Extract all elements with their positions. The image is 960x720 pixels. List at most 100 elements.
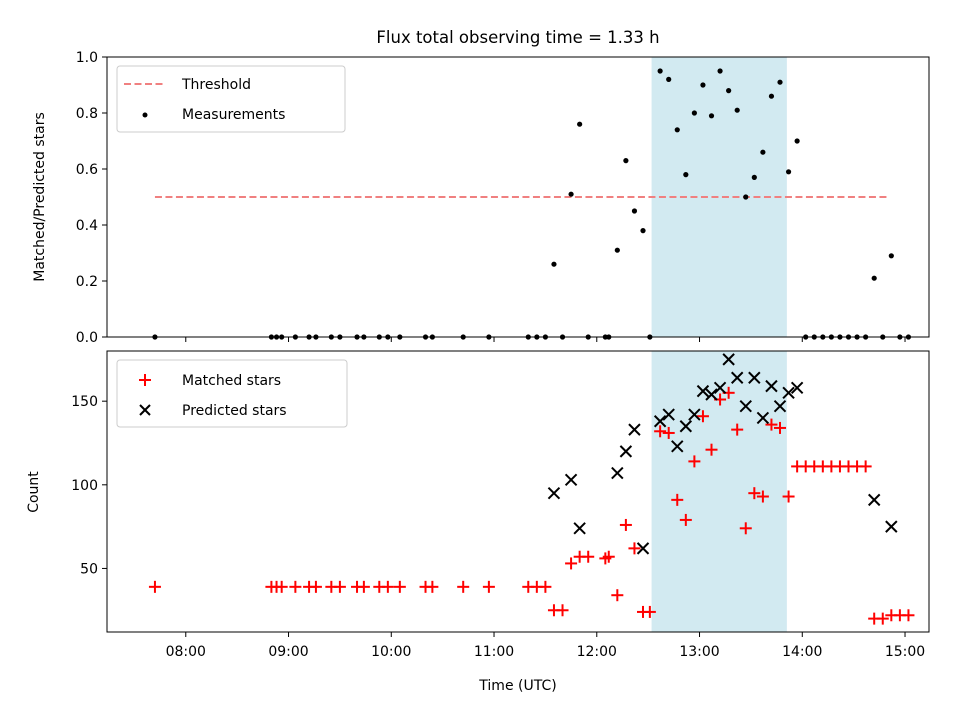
- matched-star-point: [705, 443, 718, 456]
- matched-star-point: [333, 580, 346, 593]
- matched-star-point: [556, 604, 569, 617]
- matched-star-point: [582, 550, 595, 563]
- measurement-point: [577, 121, 583, 127]
- matched-star-point: [393, 580, 406, 593]
- measurement-point: [551, 261, 557, 267]
- matched-star-point: [457, 580, 470, 593]
- measurement-point: [726, 88, 732, 94]
- predicted-star-point: [636, 542, 650, 555]
- measurement-point: [623, 158, 629, 164]
- matched-star-point: [357, 580, 370, 593]
- measurement-point: [683, 172, 689, 178]
- top-y-axis-ticks: 0.0 0.2 0.4 0.6 0.8 1.0: [76, 50, 107, 346]
- matched-star-point: [876, 612, 889, 625]
- predicted-star-point: [688, 408, 701, 421]
- legend-predicted-swatch: [139, 404, 151, 416]
- predicted-star-point: [662, 408, 675, 421]
- legend-threshold-label: Threshold: [181, 77, 251, 93]
- measurement-point: [674, 127, 680, 133]
- predicted-star-point: [782, 386, 795, 400]
- measurement-point: [871, 275, 877, 281]
- matched-star-point: [748, 487, 761, 500]
- predicted-star-point: [696, 384, 710, 398]
- predicted-star-point: [765, 379, 778, 393]
- top-plot-frame: [106, 56, 930, 338]
- bottom-plot-frame: [106, 350, 930, 633]
- matched-star-point: [782, 490, 795, 503]
- matched-star-point: [565, 557, 578, 570]
- measurement-point: [734, 107, 740, 113]
- measurement-point: [768, 93, 775, 99]
- bottom-x-axis-ticks: 08:00 09:00 10:00 11:00 12:00 13:00 14:00 15:00: [166, 632, 925, 660]
- measurement-point: [708, 113, 715, 119]
- measurement-point: [657, 68, 663, 74]
- y-tick-label: 0.2: [76, 274, 98, 290]
- predicted-star-point: [756, 411, 770, 425]
- matched-star-point: [628, 542, 641, 555]
- measurement-point: [743, 194, 749, 200]
- measurement-point: [568, 191, 574, 197]
- matched-star-point: [756, 490, 769, 503]
- measurement-point: [700, 82, 706, 88]
- y-tick-label: 1.0: [76, 50, 98, 66]
- bottom-y-axis-label: Count: [26, 471, 42, 513]
- x-tick-label: 15:00: [885, 644, 925, 660]
- measurement-point: [785, 169, 792, 175]
- matched-star-point: [539, 580, 552, 593]
- bottom-legend: Matched stars Predicted stars: [116, 359, 348, 428]
- legend-matched-swatch: [139, 374, 151, 386]
- matched-star-point: [859, 460, 872, 473]
- predicted-star-point: [619, 445, 633, 458]
- predicted-star-point: [547, 486, 561, 500]
- x-tick-label: 12:00: [577, 644, 617, 660]
- matched-star-point: [381, 580, 394, 593]
- measurement-point: [666, 76, 672, 82]
- top-x-axis-ticks: [185, 337, 906, 342]
- matched-star-point: [643, 605, 656, 618]
- matched-star-point: [289, 580, 302, 593]
- matched-star-point: [426, 580, 439, 593]
- predicted-star-point: [653, 415, 667, 428]
- matched-star-point: [482, 580, 495, 593]
- matched-star-point: [679, 513, 692, 526]
- legend-predicted-label: Predicted stars: [182, 403, 287, 419]
- measurement-point: [640, 228, 646, 234]
- predicted-star-point: [679, 420, 693, 433]
- matched-star-point: [902, 609, 915, 622]
- y-tick-label: 0.6: [76, 162, 98, 178]
- matched-star-point: [662, 426, 675, 439]
- y-tick-label: 150: [71, 394, 98, 410]
- y-tick-label: 0.0: [76, 330, 98, 346]
- matched-star-point: [671, 493, 684, 506]
- x-tick-label: 09:00: [268, 644, 308, 660]
- measurement-point: [614, 247, 620, 253]
- matched-star-point: [731, 423, 744, 436]
- predicted-star-point: [867, 493, 881, 507]
- predicted-star-point: [564, 473, 578, 486]
- predicted-star-point: [671, 440, 684, 453]
- matched-stars-points: [148, 386, 915, 625]
- matched-star-point: [654, 425, 667, 438]
- legend-matched-label: Matched stars: [182, 373, 281, 389]
- bottom-y-axis-ticks: 50 100 150: [71, 394, 107, 577]
- predicted-star-point: [713, 381, 727, 395]
- matched-star-point: [774, 421, 787, 434]
- measurement-point: [760, 149, 766, 155]
- predicted-star-point: [573, 522, 586, 535]
- matched-star-point: [611, 589, 624, 602]
- panel-shaded-interval: [651, 351, 787, 632]
- predicted-star-point: [790, 381, 804, 395]
- matched-star-point: [148, 580, 161, 593]
- measurement-point: [717, 68, 723, 74]
- predicted-star-point: [722, 353, 735, 366]
- bottom-legend-box: [116, 359, 348, 428]
- matched-star-point: [739, 522, 752, 535]
- measurement-point: [691, 110, 697, 116]
- x-tick-label: 08:00: [166, 644, 206, 660]
- predicted-star-point: [739, 399, 752, 413]
- measurement-point: [794, 138, 800, 144]
- legend-measurements-label: Measurements: [182, 107, 285, 123]
- predicted-star-point: [628, 423, 641, 436]
- matched-star-point: [765, 418, 778, 431]
